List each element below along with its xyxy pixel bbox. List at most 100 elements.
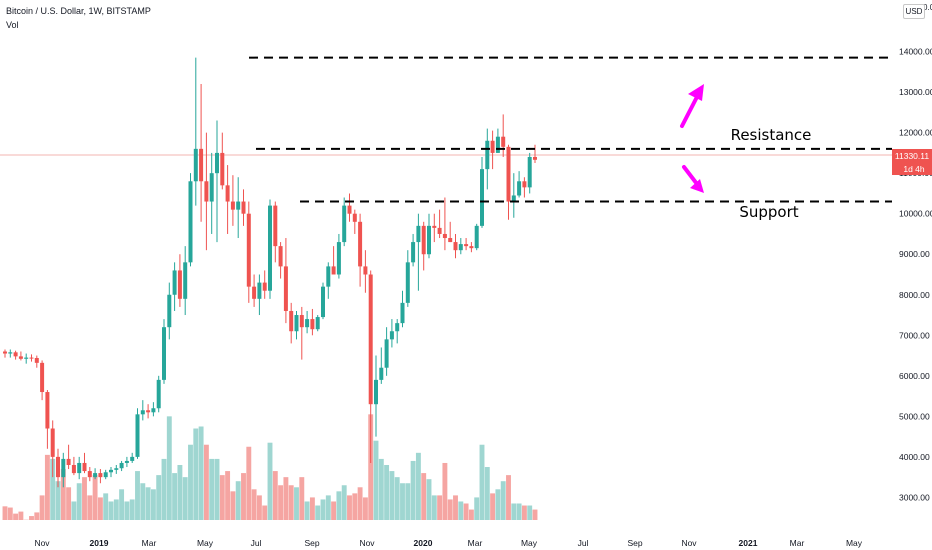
candle-body [236,201,241,210]
volume-bar [468,509,474,520]
candle [511,173,516,218]
candle [321,282,325,320]
candle [278,242,283,279]
candle-body [347,205,352,214]
candle-body [273,205,278,247]
volume-bar [262,505,268,520]
candle [162,319,166,384]
volume-bar [182,477,188,520]
countdown-value: 1d 4h [903,164,925,174]
volume-bar [384,464,390,520]
candle-body [368,274,373,405]
candle [71,456,76,476]
candle-body [315,317,320,330]
candle [416,213,421,291]
volume-bar [362,497,368,520]
candle-body [374,379,378,405]
candle-body [517,181,522,196]
time-tick-label: 2019 [90,538,109,548]
candle [87,467,92,482]
candle [352,209,357,234]
candle [379,347,384,384]
candle [156,375,161,413]
candle [432,213,437,243]
price-tick-label: 4000.00 [899,452,930,462]
volume-bar [373,440,379,520]
candle [469,242,474,253]
candle [13,350,18,360]
candle-body [268,205,272,291]
candle-body [135,414,140,457]
candle [299,306,304,360]
candle [326,262,331,299]
candle-body [98,473,103,478]
volume-bar [241,473,246,520]
candle-body [82,462,87,472]
volume-bar [304,501,310,520]
candle-body [40,362,45,393]
volume-bar [278,485,284,520]
price-tick-label: 3000.00 [899,492,930,502]
currency-button[interactable]: USD [903,4,925,19]
symbol-title: Bitcoin / U.S. Dollar, 1W, BITSTAMP [6,6,151,16]
volume-bar [421,473,427,520]
volume-bar [474,497,480,520]
candle [342,197,347,247]
candle-body [162,327,166,380]
volume-bar [230,491,236,520]
candle [3,349,7,358]
volume-bar [140,483,146,520]
volume-bar [7,507,13,520]
volume-bar [479,444,485,520]
candle [262,270,267,299]
volume-bar [150,489,156,520]
price-tick-label: 12000.00 [899,128,932,138]
volume-bar [55,481,61,520]
volume-indicator-label: Vol [6,20,19,30]
volume-bar [188,444,193,520]
candle [442,197,447,251]
candle-body [215,152,219,174]
candle [368,270,373,463]
candle-body [93,473,98,478]
time-tick-label: Mar [142,538,157,548]
time-axis[interactable]: Nov 2019 Mar May Jul Sep Nov 2020 Mar May Jul Sep No… [34,538,862,548]
candle-body [188,181,193,263]
candle-body [146,410,151,413]
candle [517,171,522,198]
candle-body [204,181,209,202]
volume-bar [13,513,19,521]
candle-body [411,242,416,263]
candle [501,114,506,157]
volume-bar [410,460,416,520]
volume-bar [442,462,448,520]
candle-body [18,356,23,359]
volume-bar [447,499,453,520]
volume-bar [256,495,262,520]
candle-body [416,225,421,243]
candle [183,246,188,316]
candle [336,233,341,279]
candle-body [421,225,426,255]
candle [82,452,87,474]
price-tick-label: 10000.00 [899,209,932,219]
candle-body [331,266,336,275]
candle [124,456,129,468]
candle [246,201,251,303]
candle [130,452,135,463]
candle-body [103,472,108,478]
candle-body [140,410,145,415]
volume-bar [29,516,34,520]
price-tick-label: 14000.00 [899,47,932,57]
candle [421,221,426,271]
time-tick-label: Jul [578,538,589,548]
candle-body [342,205,347,243]
candle-body [56,456,60,478]
resistance-label: Resistance [731,126,812,144]
volume-bar [18,511,24,520]
volume-bar [309,497,315,520]
volume-bar [506,475,511,520]
candle-body [262,282,267,291]
support-label: Support [739,203,798,221]
